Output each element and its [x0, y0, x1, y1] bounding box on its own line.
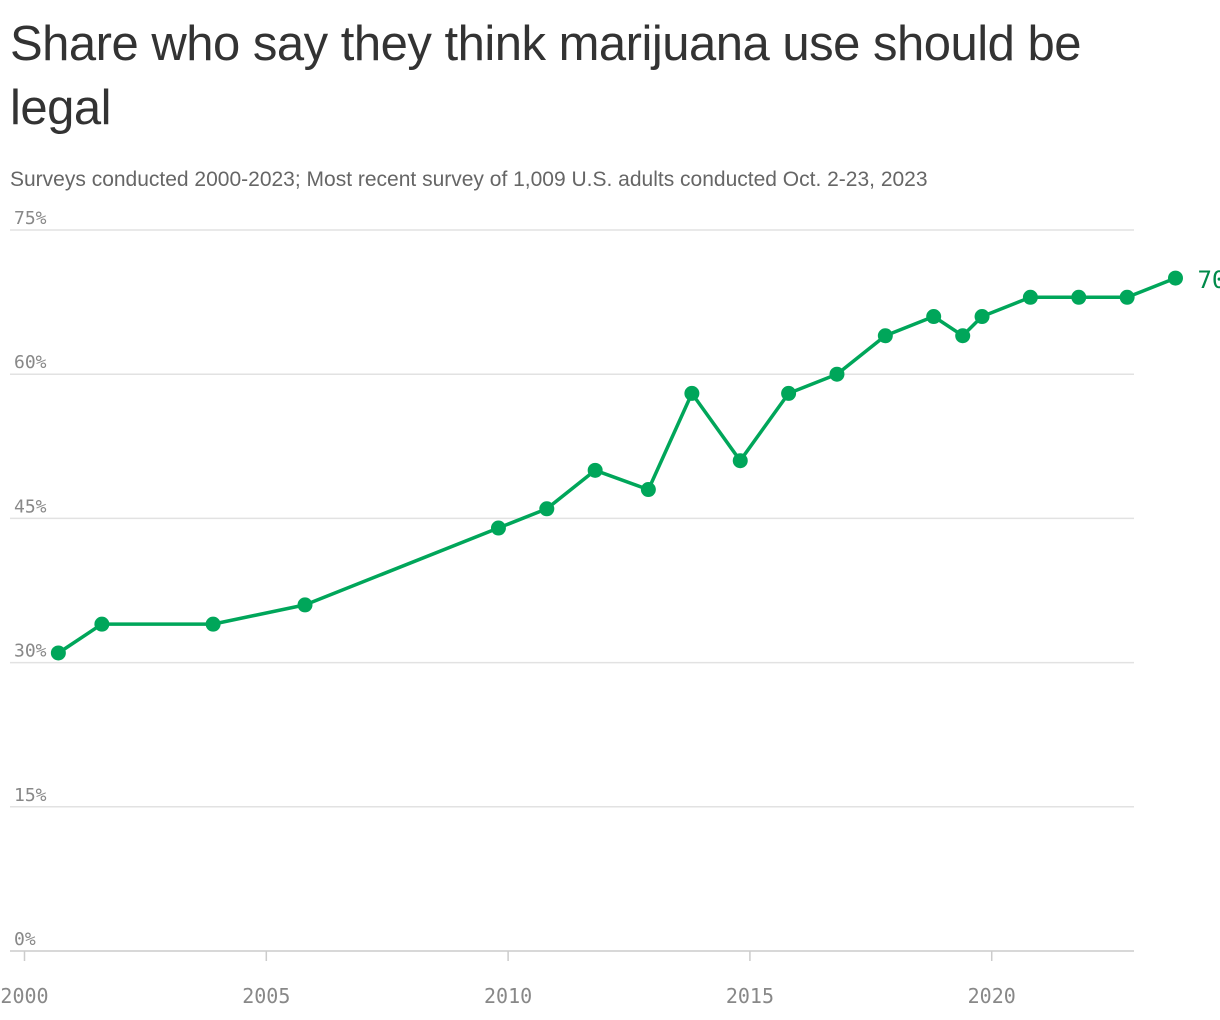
- x-tick-label: 2010: [484, 984, 532, 1008]
- data-point: [205, 616, 221, 632]
- y-tick-label: 45%: [14, 496, 47, 517]
- data-point: [955, 328, 971, 344]
- x-axis-labels: 2000 2005 2010 2015 2020: [0, 984, 1015, 1008]
- data-point: [490, 520, 506, 536]
- y-tick-label: 0%: [14, 929, 36, 950]
- y-tick-label: 30%: [14, 641, 47, 662]
- x-tick-label: 2005: [242, 984, 290, 1008]
- end-value-label: 70%: [1197, 266, 1220, 294]
- series-line: [56, 276, 1178, 655]
- data-point: [877, 328, 893, 344]
- data-point: [1119, 289, 1135, 305]
- y-axis-labels: 0% 15% 30% 45% 60% 75%: [14, 208, 47, 950]
- x-tick-label: 2020: [968, 984, 1016, 1008]
- data-point: [732, 453, 748, 469]
- data-point: [297, 597, 313, 613]
- series-layer: [50, 270, 1183, 661]
- data-point: [684, 385, 700, 401]
- chart-title: Share who say they think marijuana use s…: [10, 17, 1082, 135]
- y-tick-label: 60%: [14, 352, 47, 373]
- data-point: [587, 462, 603, 478]
- data-point: [1167, 270, 1183, 286]
- data-point: [50, 645, 66, 661]
- data-point: [829, 366, 845, 382]
- x-tick-label: 2015: [726, 984, 774, 1008]
- data-point: [781, 385, 797, 401]
- data-point: [926, 309, 942, 325]
- data-point: [974, 309, 990, 325]
- chart-subtitle: Surveys conducted 2000-2023; Most recent…: [10, 168, 928, 191]
- data-point: [640, 482, 656, 498]
- gridlines: [10, 229, 1134, 808]
- annotations: 70%: [1197, 266, 1220, 294]
- x-axis: [10, 950, 1134, 961]
- data-point: [539, 501, 555, 517]
- data-point: [1071, 289, 1087, 305]
- data-point: [1022, 289, 1038, 305]
- data-point: [94, 616, 110, 632]
- y-tick-label: 15%: [14, 785, 47, 806]
- x-tick-label: 2000: [0, 984, 48, 1008]
- y-tick-label: 75%: [14, 208, 47, 229]
